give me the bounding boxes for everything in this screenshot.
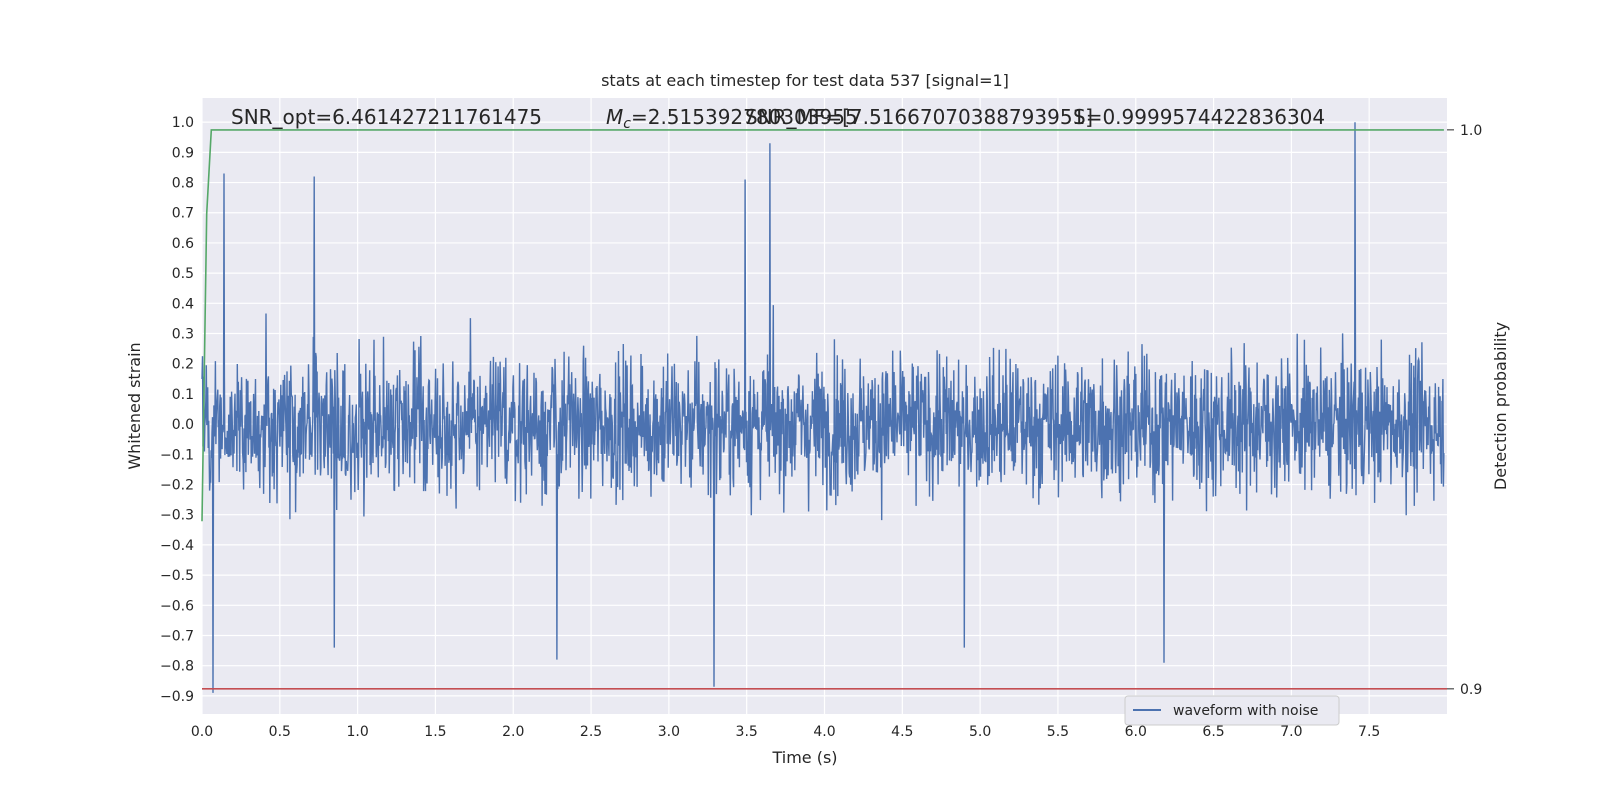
y-tick-label: 0.8 bbox=[172, 176, 194, 192]
y2-axis-title: Detection probability bbox=[1491, 322, 1510, 490]
x-axis-title: Time (s) bbox=[771, 748, 837, 767]
y-tick-label: 0.9 bbox=[172, 145, 194, 161]
y-tick-label: −0.9 bbox=[160, 689, 194, 705]
y-tick-label: −0.1 bbox=[160, 447, 194, 463]
x-tick-label: 7.5 bbox=[1358, 724, 1380, 740]
x-tick-label: 3.5 bbox=[736, 724, 758, 740]
y-tick-label: −0.8 bbox=[160, 659, 194, 675]
probability-line bbox=[201, 129, 1444, 522]
series-detection-probability bbox=[201, 129, 1444, 522]
y-tick-label: 0.7 bbox=[172, 206, 194, 222]
y2-tick-label: 0.9 bbox=[1460, 682, 1482, 698]
y2-tick-label: 1.0 bbox=[1460, 123, 1482, 139]
x-tick-label: 0.0 bbox=[191, 724, 213, 740]
y-tick-label: −0.5 bbox=[160, 568, 194, 584]
y-tick-label: 0.1 bbox=[172, 387, 194, 403]
x-axis: 0.0 0.5 1.0 1.5 2.0 2.5 3.0 3.5 4.0 4.5 5.0 5.5 6.0 6… bbox=[191, 724, 1380, 740]
y-tick-label: −0.6 bbox=[160, 598, 194, 614]
x-tick-label: 5.5 bbox=[1047, 724, 1069, 740]
y-tick-label: 1.0 bbox=[172, 115, 194, 131]
y2-axis: 1.0 0.9 bbox=[1447, 123, 1482, 698]
y-tick-label: 0.2 bbox=[172, 357, 194, 373]
annotation-mc-value: =2.515392780303955 bbox=[631, 105, 858, 129]
waveform-line bbox=[201, 122, 1445, 693]
annotation-snr-opt: SNR_opt=6.461427211761475 bbox=[231, 105, 542, 129]
y-tick-label: 0.4 bbox=[172, 296, 194, 312]
y-tick-label: −0.3 bbox=[160, 508, 194, 524]
series-waveform-with-noise bbox=[201, 122, 1445, 693]
y-tick-label: 0.5 bbox=[172, 266, 194, 282]
y-tick-label: −0.7 bbox=[160, 628, 194, 644]
x-tick-label: 4.0 bbox=[813, 724, 835, 740]
y-tick-label: 0.3 bbox=[172, 327, 194, 343]
legend-box bbox=[1124, 695, 1340, 726]
y-axis-title: Whitened strain bbox=[125, 342, 144, 469]
chart-title: stats at each timestep for test data 537… bbox=[601, 71, 1009, 90]
x-tick-label: 3.0 bbox=[658, 724, 680, 740]
x-tick-label: 6.5 bbox=[1202, 724, 1224, 740]
y-tick-label: 0.0 bbox=[172, 417, 194, 433]
y-tick-label: 0.6 bbox=[172, 236, 194, 252]
y-tick-label: −0.2 bbox=[160, 478, 194, 494]
x-tick-label: 4.5 bbox=[891, 724, 913, 740]
x-tick-label: 5.0 bbox=[969, 724, 991, 740]
annotation-mc: Mc=2.515392780303955 bbox=[606, 105, 858, 132]
x-tick-label: 7.0 bbox=[1280, 724, 1302, 740]
annotation-snr-mf: SNR_MF=[7.51667070388793951] bbox=[745, 105, 1093, 129]
y-tick-label: −0.4 bbox=[160, 538, 194, 554]
x-tick-label: 6.0 bbox=[1125, 724, 1147, 740]
x-tick-label: 1.0 bbox=[346, 724, 368, 740]
x-tick-label: 2.5 bbox=[580, 724, 602, 740]
x-tick-label: 2.0 bbox=[502, 724, 524, 740]
legend-label-waveform: waveform with noise bbox=[1173, 703, 1318, 719]
x-tick-label: 1.5 bbox=[424, 724, 446, 740]
x-tick-label: 0.5 bbox=[269, 724, 291, 740]
annotation-s: S=0.9999574422836304 bbox=[1073, 105, 1325, 129]
legend: waveform with noise bbox=[1124, 695, 1340, 726]
y-axis: 1.0 0.9 0.8 0.7 0.6 0.5 0.4 0.3 0.2 0.1 0.0 −0.1 −0.… bbox=[160, 115, 194, 705]
